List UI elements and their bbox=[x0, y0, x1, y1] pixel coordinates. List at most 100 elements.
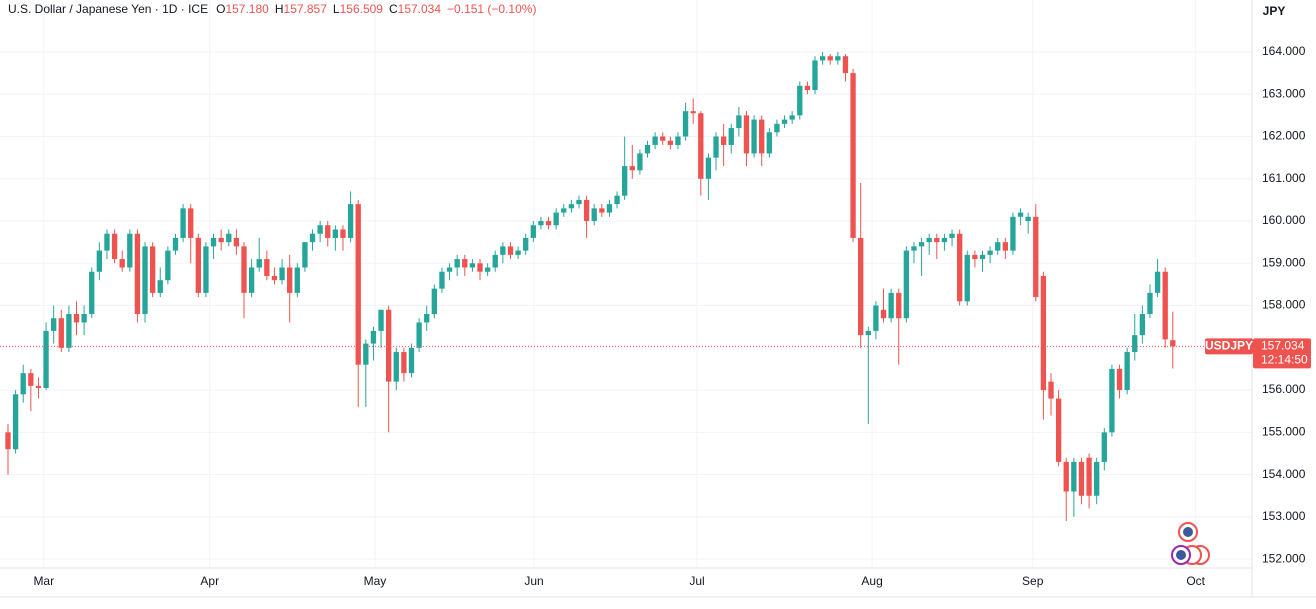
candle-body bbox=[241, 246, 247, 293]
candle-body bbox=[127, 233, 133, 268]
candle-body bbox=[568, 204, 575, 209]
candle-body bbox=[325, 225, 331, 238]
y-tick-label: 159.000 bbox=[1262, 255, 1306, 269]
candle-body bbox=[66, 314, 72, 348]
candle-body bbox=[583, 199, 590, 222]
candle-body bbox=[888, 292, 894, 319]
candle-body bbox=[294, 267, 300, 293]
candle-body bbox=[751, 119, 757, 154]
y-tick-label: 161.000 bbox=[1262, 171, 1306, 185]
ohlc-label: O bbox=[216, 2, 225, 16]
candle-body bbox=[469, 263, 476, 268]
axes: 152.000 153.000 154.000 155.000 156.000 157.0… bbox=[33, 44, 1305, 588]
candle-body bbox=[530, 225, 536, 238]
candle-body bbox=[1078, 461, 1085, 496]
candle-body bbox=[416, 322, 422, 348]
candle-body bbox=[660, 136, 666, 141]
candle-body bbox=[431, 288, 438, 315]
candle-body bbox=[424, 314, 430, 323]
candle-body bbox=[804, 85, 811, 91]
x-tick-label: Sep bbox=[1022, 574, 1044, 588]
candle-body bbox=[96, 250, 103, 272]
candle-body bbox=[827, 56, 833, 61]
candle-body bbox=[363, 343, 369, 365]
candle-body bbox=[523, 237, 529, 251]
countdown-label: 12:14:50 bbox=[1261, 353, 1308, 367]
candle-body bbox=[302, 242, 308, 268]
symbol-title: U.S. Dollar / Japanese Yen · 1D · ICE bbox=[8, 2, 208, 16]
candle-body bbox=[667, 140, 674, 145]
candle-body bbox=[553, 212, 559, 226]
candle-body bbox=[226, 233, 232, 243]
candle-body bbox=[492, 254, 498, 268]
candle-body bbox=[850, 73, 856, 238]
candle-body bbox=[408, 347, 415, 374]
candle-body bbox=[926, 237, 932, 243]
candle-body bbox=[119, 259, 125, 268]
candle-body bbox=[317, 225, 323, 234]
candle-body bbox=[1017, 212, 1024, 217]
ohlc-label: H bbox=[275, 2, 284, 16]
candle-body bbox=[203, 246, 209, 293]
candle-body bbox=[51, 318, 57, 331]
candle-body bbox=[1154, 271, 1161, 293]
candle-body bbox=[81, 314, 87, 323]
candle-body bbox=[774, 123, 780, 133]
candle-body bbox=[629, 166, 635, 171]
ohlc-value: 157.034 bbox=[398, 2, 442, 16]
candle-body bbox=[614, 195, 620, 205]
candle-body bbox=[111, 233, 118, 260]
candle-body bbox=[1010, 216, 1016, 251]
candle-body bbox=[35, 385, 42, 388]
candle-body bbox=[545, 221, 552, 226]
candle-body bbox=[896, 292, 902, 319]
x-tick-label: Jul bbox=[689, 574, 704, 588]
y-tick-label: 155.000 bbox=[1262, 425, 1306, 439]
candle-body bbox=[1094, 461, 1100, 496]
ohlc-value: 157.180 bbox=[225, 2, 269, 16]
candle-body bbox=[1170, 340, 1176, 347]
candle-body bbox=[454, 259, 460, 268]
candle-body bbox=[1109, 368, 1115, 433]
candle-body bbox=[43, 330, 49, 388]
y-unit: JPY bbox=[1263, 4, 1286, 18]
candle-body bbox=[705, 157, 712, 179]
price-box bbox=[1253, 338, 1311, 369]
candle-body bbox=[622, 166, 628, 196]
candle-body bbox=[1086, 457, 1092, 496]
candle-body bbox=[736, 115, 742, 129]
candle-body bbox=[104, 233, 110, 251]
ohlc-label: C bbox=[389, 2, 398, 16]
candle-body bbox=[332, 229, 339, 238]
candle-body bbox=[918, 242, 925, 247]
candle-body bbox=[873, 305, 879, 331]
y-tick-label: 162.000 bbox=[1262, 129, 1306, 143]
candle-body bbox=[89, 271, 95, 315]
candle-body bbox=[1048, 381, 1054, 399]
candle-body bbox=[987, 250, 993, 255]
candle-body bbox=[644, 144, 651, 154]
candle-body bbox=[484, 267, 491, 272]
price-label: 157.034 bbox=[1261, 339, 1305, 353]
candle-body bbox=[682, 111, 689, 137]
ohlc-label: L bbox=[333, 2, 340, 16]
y-tick-label: 164.000 bbox=[1262, 44, 1306, 58]
candle-body bbox=[1033, 216, 1039, 298]
event-icon-fill bbox=[1176, 550, 1186, 560]
candle-body bbox=[5, 432, 11, 450]
candle-body bbox=[195, 237, 201, 293]
y-tick-label: 154.000 bbox=[1262, 467, 1306, 481]
y-tick-label: 156.000 bbox=[1262, 382, 1306, 396]
x-tick-label: May bbox=[364, 574, 387, 588]
x-tick-label: Apr bbox=[200, 574, 219, 588]
candle-body bbox=[142, 246, 148, 315]
candle-body bbox=[941, 237, 948, 243]
ohlc-value: 157.857 bbox=[284, 2, 328, 16]
candle-body bbox=[1162, 271, 1168, 340]
candles bbox=[5, 51, 1176, 522]
candle-body bbox=[1132, 335, 1138, 353]
candle-body bbox=[1139, 314, 1146, 336]
x-tick-label: Aug bbox=[861, 574, 882, 588]
